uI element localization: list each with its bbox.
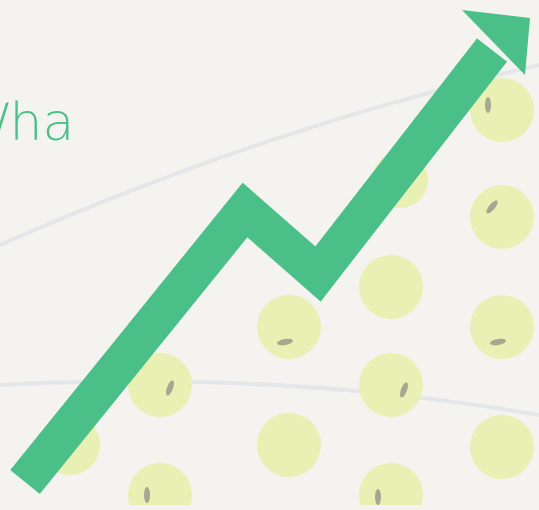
growth-arrow <box>10 38 508 494</box>
seed-marks <box>144 97 506 505</box>
arrow-head <box>462 10 530 75</box>
unit-label: /ha <box>0 93 74 153</box>
guide-curve <box>0 379 539 417</box>
